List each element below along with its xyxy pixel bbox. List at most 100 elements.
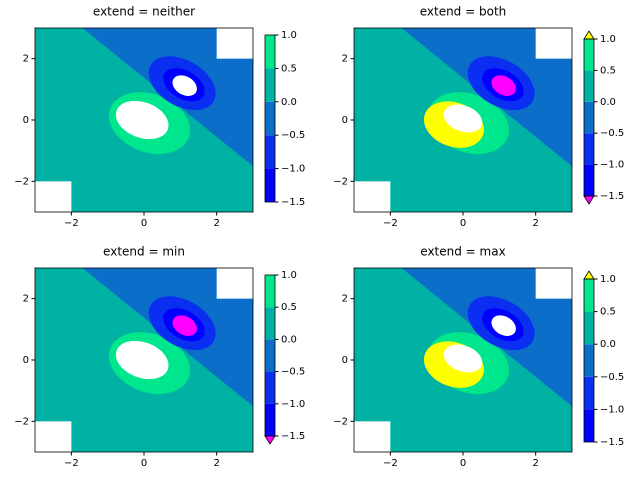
colorbar-band [265,275,275,308]
x-tick-label: 2 [213,458,219,469]
masked-corner [535,28,572,59]
colorbar-band [265,307,275,340]
chart-title: extend = both [420,5,507,19]
colorbar-tick-label: 0.0 [600,97,616,108]
plot-area [354,28,572,212]
colorbar-tick-label: −1.5 [600,437,624,448]
colorbar-extend-min [583,195,595,205]
contour-region [401,268,572,407]
contour-region-under [491,75,516,96]
masked-corner [535,268,572,299]
y-tick-label: 2 [23,294,29,305]
colorbar-band [584,279,594,312]
y-tick-label: −2 [14,176,29,187]
colorbar-band [584,344,594,377]
colorbar-tick-label: 1.0 [281,270,297,281]
colorbar-tick-label: 1.0 [600,34,616,45]
masked-region [443,104,483,133]
y-tick-label: −2 [333,176,348,187]
colorbar-tick-label: 1.0 [281,30,297,41]
colorbar-band [584,39,594,71]
colorbar-tick-label: −1.0 [281,164,305,175]
colorbar-band [584,101,594,134]
colorbar-tick-label: −0.5 [600,372,624,383]
colorbar-tick-label: −1.0 [600,160,624,171]
x-tick-label: 2 [532,218,538,229]
y-tick-label: −2 [14,416,29,427]
colorbar-band [265,135,275,169]
colorbar-band [584,311,594,345]
colorbar-tick-label: 0.0 [281,97,297,108]
colorbar-band [584,70,594,102]
colorbar-extend-max [583,30,595,40]
colorbar-tick-label: −1.0 [600,404,624,415]
chart-title: extend = max [420,245,505,259]
colorbar-frame [583,278,595,443]
colorbar-extend-min [264,435,276,445]
y-tick-label: 0 [23,355,29,366]
colorbar-band [584,409,594,442]
masked-region [115,100,169,140]
colorbar-extend-max [583,270,595,280]
subplot: extend = neither −2 0 2 −2 0 2 −1.5 −1.0 −0.5 0.0 0… [14,5,305,230]
colorbar-tick-label: −0.5 [281,367,305,378]
colorbar-tick-label: −0.5 [600,128,624,139]
colorbar-band [265,35,275,69]
colorbar-frame [583,38,595,197]
masked-region [115,340,169,380]
x-tick-label: −2 [64,218,79,229]
colorbar-tick-label: 0.0 [600,339,616,350]
colorbar-band [265,339,275,372]
colorbar-tick-label: −1.0 [281,399,305,410]
colorbar-tick-label: −0.5 [281,130,305,141]
y-tick-label: 2 [342,294,348,305]
colorbar-tick-label: 0.5 [281,63,297,74]
colorbar-tick-label: −1.5 [281,431,305,442]
subplot: extend = min −2 0 2 −2 0 2 −1.5 −1.0 −0.5 0.0 0.5 1.… [14,245,305,470]
chart-title: extend = neither [93,5,195,19]
colorbar-band [265,68,275,102]
colorbar-tick-label: −1.5 [600,191,624,202]
x-tick-label: −2 [383,218,398,229]
colorbar-tick-label: 1.0 [600,274,616,285]
masked-region [491,315,516,336]
masked-corner [216,28,253,59]
x-tick-label: −2 [383,458,398,469]
x-tick-label: 2 [532,458,538,469]
colorbar-frame [264,34,276,203]
masked-corner [354,181,391,212]
x-tick-label: 2 [213,218,219,229]
x-tick-label: −2 [64,458,79,469]
colorbar-tick-label: 0.5 [600,65,616,76]
contour-region [82,268,253,407]
x-tick-label: 0 [460,218,466,229]
colorbar-band [265,371,275,404]
subplot: extend = max −2 0 2 −2 0 2 −1.5 −1.0 −0.5 0.0 0.5 1.… [333,245,624,470]
colorbar-tick-label: 0.5 [281,302,297,313]
masked-corner [216,268,253,299]
y-tick-label: −2 [333,416,348,427]
colorbar-band [584,376,594,410]
x-tick-label: 0 [141,458,147,469]
colorbar-tick-label: 0.5 [600,307,616,318]
x-tick-label: 0 [460,458,466,469]
colorbar-band [265,403,275,436]
y-tick-label: 2 [342,54,348,65]
plot-area [35,28,253,212]
colorbar-tick-label: −1.5 [281,197,305,208]
colorbar-band [584,164,594,196]
colorbar-band [265,168,275,202]
y-tick-label: 0 [342,115,348,126]
masked-region [172,75,197,96]
masked-corner [354,421,391,452]
subplot: extend = both −2 0 2 −2 0 2 −1.5 −1.0 −0.5 0.0 0.5 1… [333,5,624,230]
colorbar-tick-label: 0.0 [281,334,297,345]
plot-area [354,268,572,452]
colorbar-frame [264,274,276,437]
colorbar-band [584,133,594,165]
chart-title: extend = min [103,245,185,259]
y-tick-label: 2 [23,54,29,65]
colorbar-band [265,101,275,136]
masked-region [443,344,483,373]
